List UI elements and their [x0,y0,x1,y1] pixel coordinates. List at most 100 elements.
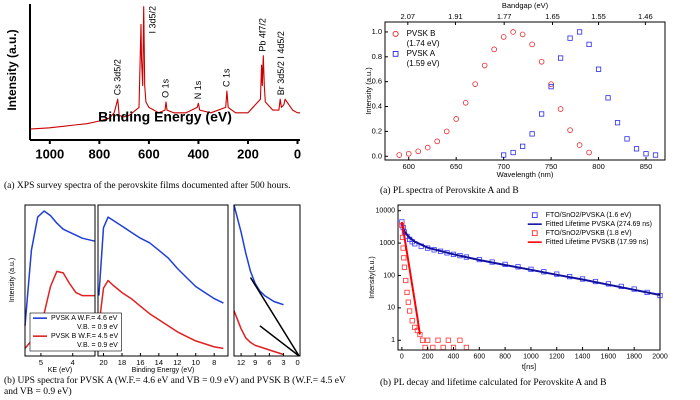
data-point [520,143,526,149]
data-point [419,337,426,343]
x-tick-label: 800 [89,147,111,162]
data-point [643,151,649,157]
x-tick-label: 400 [188,147,210,162]
y-tick-label: 0.0 [372,151,382,160]
x-tick-label: 700 [497,162,510,171]
legend-label: Fitted Lifetime PVSKB (17.99 ns) [546,239,649,246]
x-tick-label: 12 [237,358,245,367]
x-tick-label: 10 [192,358,200,367]
data-point [407,308,413,314]
x-tick-label: 200 [237,147,259,162]
data-point [424,144,431,151]
data-point [435,337,441,343]
y-tick-label: 0.6 [372,77,382,86]
x-tick-label: 3 [281,358,285,367]
caption: (a) XPS survey spectra of the perovskite… [4,181,291,191]
legend-label: PVSK B [407,29,436,38]
data-point [481,62,488,69]
x-tick-label: 1200 [549,354,565,361]
x2-tick-label: 1.65 [545,12,560,21]
legend-label: FTO/SnO2/PVSKA (1.6 eV) [546,212,631,219]
data-point [500,34,507,40]
x-tick-label: 16 [136,358,144,367]
plot-frame [397,204,661,351]
x-tick-label: 9 [253,358,257,367]
x-tick-label: 4 [71,358,75,367]
x-tick-label: 1400 [575,354,591,361]
x-axis-label: Wavelength (nm) [497,170,554,179]
peak-label: O 1s [160,78,170,98]
legend: PVSK A W.F.= 4.6 eV V.B. = 0.9 eV PVSK B W… [29,312,122,352]
legend: FTO/SnO2/PVSKA (1.6 eV) Fitted Lifetime P… [524,210,655,248]
data-point [422,344,428,351]
data-point [586,149,592,156]
data-point [430,344,436,351]
data-point [491,46,497,53]
x2-tick-label: 2.07 [401,12,416,21]
x-tick-label: 1800 [626,354,642,361]
y-axis-label: Intensity (a.u.) [9,258,16,302]
data-line [400,223,661,296]
x-tick-label: 0 [294,147,301,162]
legend-swatch [392,51,399,57]
data-point [401,264,408,270]
data-point [440,344,446,351]
x-tick-label: 200 [422,354,434,361]
x-tick-label: 800 [499,354,511,361]
x2-tick-label: 1.91 [448,12,463,21]
data-line [98,216,224,304]
y-axis-label: Intensity(a.u.) [369,256,376,298]
data-line [233,204,284,306]
data-point [595,66,602,72]
data-line [259,325,300,357]
data-point [415,148,422,155]
data-point [529,41,535,48]
data-point [396,152,403,158]
data-point [567,127,573,133]
legend-note: V.B. = 0.9 eV [77,342,118,349]
peak-label: Cs 3d5/2 [112,59,122,95]
legend-label: Fitted Lifetime PVSKA (274.69 ns) [546,221,652,228]
data-point [605,95,611,101]
legend: PVSK B(1.74 eV)PVSK A(1.59 eV) [390,27,443,70]
data-point [624,136,630,142]
data-point [457,337,463,343]
x-axis-label: Binding Energy (eV) [98,109,232,125]
data-point [462,100,469,106]
y-tick-label: 100 [383,272,395,279]
caption: (a) PL spectra of Perovskite A and B [380,186,519,196]
x-tick-label: 600 [402,162,415,171]
x-tick-label: 12 [173,358,181,367]
plot-frame [97,204,229,357]
y-tick-label: 1.0 [372,27,382,36]
data-point [405,299,411,305]
data-point [510,29,516,35]
data-point [405,150,412,157]
caption: (b) UPS spectra for PVSK A (W.F.= 4.6 eV… [4,376,346,397]
x-tick-label: 5 [39,358,43,367]
x-axis-label: t[ns] [522,362,536,371]
caption: (b) PL decay and lifetime calculated for… [380,378,607,388]
x-tick-label: 750 [545,162,558,171]
legend-note: (1.59 eV) [407,59,440,68]
x-tick-label: 20 [99,358,107,367]
x-tick-label: 8 [212,358,216,367]
x-tick-label: 18 [118,358,126,367]
x-tick-label: 6 [267,358,271,367]
x-tick-label: 800 [592,162,605,171]
x-tick-label: 1600 [601,354,617,361]
legend-swatch [531,230,538,237]
data-point [409,318,415,324]
x-tick-label: 2000 [652,354,668,361]
data-line [400,221,421,335]
data-point [472,81,478,87]
data-point [463,344,470,351]
y-tick-label: 10000 [376,208,396,215]
legend-swatch [531,212,538,219]
data-point [576,142,583,148]
data-point [403,277,409,284]
data-point [539,111,545,117]
y-tick-label: 1000 [379,240,395,247]
y-tick-label: 0.4 [372,102,382,111]
